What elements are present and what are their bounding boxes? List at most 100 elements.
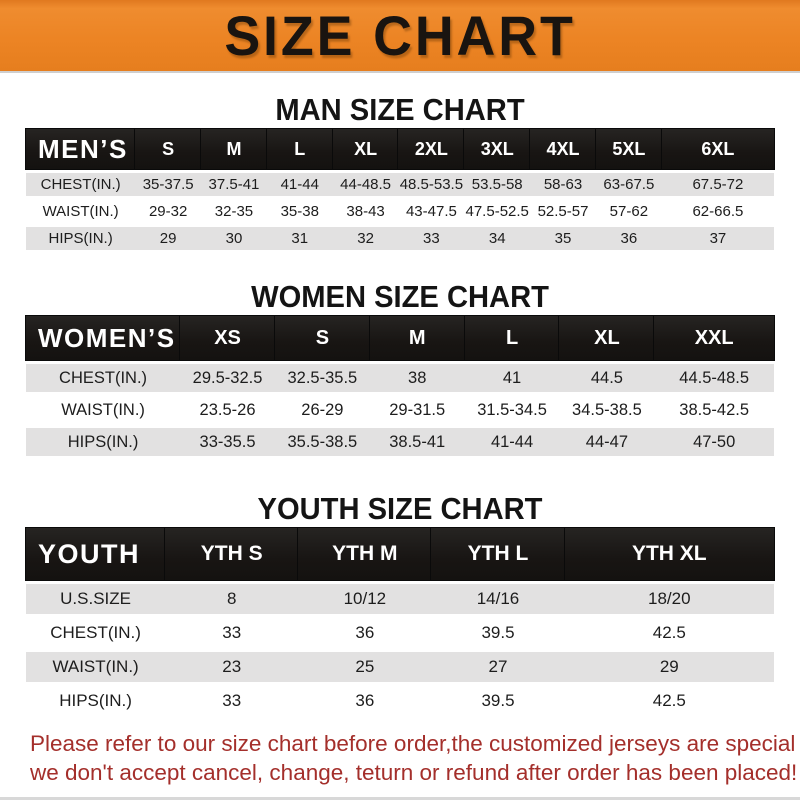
measurement-row: CHEST(IN.) 29.5-32.5 32.5-35.5 38 41 44.5 44.5… (26, 364, 774, 392)
size-value-cell: 57-62 (595, 200, 662, 223)
size-value-cell: 44.5-48.5 (654, 364, 774, 392)
size-value-cell: 23.5-26 (180, 396, 275, 424)
measurement-row-label: CHEST(IN.) (26, 364, 181, 392)
size-value-cell: 32-35 (201, 200, 267, 223)
size-value-cell: 37 (661, 227, 774, 250)
size-value-cell: 43-47.5 (398, 200, 465, 223)
size-value-cell: 32 (332, 227, 399, 250)
size-value-cell: 10/12 (298, 584, 432, 614)
size-value-cell: 44-47 (559, 428, 655, 456)
size-value-cell: 62-66.5 (661, 200, 774, 223)
size-value-cell: 44-48.5 (332, 173, 399, 196)
size-value-cell: 36 (298, 686, 432, 716)
size-column-header: 5XL (595, 129, 662, 169)
table-corner-label: YOUTH (26, 528, 166, 580)
size-value-cell: 38.5-41 (369, 428, 465, 456)
size-column-header: 6XL (661, 129, 774, 169)
women-size-table: WOMEN’S XS S M L XL XXL CHEST(IN.) 29.5-32.5 32.5… (26, 312, 774, 460)
size-chart-banner: SIZE CHART (0, 0, 800, 73)
size-value-cell: 25 (298, 652, 432, 682)
size-value-cell: 34 (464, 227, 531, 250)
size-value-cell: 35.5-38.5 (274, 428, 370, 456)
size-value-cell: 8 (165, 584, 299, 614)
size-value-cell: 38.5-42.5 (654, 396, 774, 424)
women-size-chart-section: WOMEN SIZE CHART WOMEN’S XS S M L XL XXL CHEST(… (0, 281, 800, 460)
measurement-row-label: WAIST(IN.) (26, 652, 166, 682)
measurement-row: U.S.SIZE 8 10/12 14/16 18/20 (26, 584, 774, 614)
size-value-cell: 31 (266, 227, 333, 250)
size-column-header: XL (332, 129, 399, 169)
size-value-cell: 14/16 (431, 584, 565, 614)
men-size-table: MEN’S S M L XL 2XL 3XL 4XL 5XL 6XL CHEST(IN.) 35-37… (26, 125, 774, 254)
size-value-cell: 67.5-72 (661, 173, 774, 196)
size-value-cell: 33 (165, 618, 299, 648)
size-value-cell: 53.5-58 (464, 173, 531, 196)
size-value-cell: 33 (398, 227, 465, 250)
measurement-row: WAIST(IN.) 23.5-26 26-29 29-31.5 31.5-34.5 34… (26, 396, 774, 424)
size-column-header: S (135, 129, 202, 169)
measurement-row: HIPS(IN.) 33-35.5 35.5-38.5 38.5-41 41-44 44-… (26, 428, 774, 456)
size-value-cell: 44.5 (559, 364, 655, 392)
size-column-header: 3XL (464, 129, 531, 169)
size-value-cell: 33-35.5 (180, 428, 275, 456)
measurement-row-label: WAIST(IN.) (26, 200, 136, 223)
page-title: SIZE CHART (224, 3, 576, 67)
size-column-header: S (274, 316, 370, 360)
measurement-row: WAIST(IN.) 23 25 27 29 (26, 652, 774, 682)
size-value-cell: 35 (530, 227, 596, 250)
order-policy-note: Please refer to our size chart before or… (30, 729, 800, 787)
size-column-header: YTH L (431, 528, 565, 580)
size-column-header: 4XL (530, 129, 596, 169)
size-value-cell: 63-67.5 (595, 173, 662, 196)
measurement-row-label: HIPS(IN.) (26, 428, 181, 456)
measurement-row: HIPS(IN.) 33 36 39.5 42.5 (26, 686, 774, 716)
size-value-cell: 29-31.5 (369, 396, 465, 424)
size-column-header: YTH M (298, 528, 432, 580)
size-value-cell: 35-38 (266, 200, 333, 223)
measurement-row-label: U.S.SIZE (26, 584, 166, 614)
size-value-cell: 48.5-53.5 (398, 173, 465, 196)
size-value-cell: 38 (369, 364, 465, 392)
table-corner-label: MEN’S (26, 129, 136, 169)
youth-size-table: YOUTH YTH S YTH M YTH L YTH XL U.S.SIZE 8 10/12… (26, 524, 774, 720)
youth-section-title: YOUTH SIZE CHART (257, 491, 543, 526)
measurement-row-label: WAIST(IN.) (26, 396, 181, 424)
size-value-cell: 42.5 (564, 618, 774, 648)
measurement-row-label: CHEST(IN.) (26, 618, 166, 648)
size-header-row: WOMEN’S XS S M L XL XXL (26, 316, 774, 360)
size-value-cell: 39.5 (431, 618, 565, 648)
measurement-row-label: CHEST(IN.) (26, 173, 136, 196)
size-value-cell: 29 (135, 227, 202, 250)
size-value-cell: 35-37.5 (135, 173, 202, 196)
size-column-header: XS (180, 316, 275, 360)
size-value-cell: 47-50 (654, 428, 774, 456)
size-value-cell: 30 (201, 227, 267, 250)
size-value-cell: 27 (431, 652, 565, 682)
man-size-chart-section: MAN SIZE CHART MEN’S S M L XL 2XL 3XL 4XL 5XL 6XL… (0, 94, 800, 254)
size-value-cell: 23 (165, 652, 299, 682)
size-column-header: M (201, 129, 267, 169)
size-column-header: YTH XL (564, 528, 774, 580)
table-corner-label: WOMEN’S (26, 316, 181, 360)
size-value-cell: 52.5-57 (530, 200, 596, 223)
women-section-title: WOMEN SIZE CHART (251, 279, 549, 314)
size-column-header: XL (559, 316, 655, 360)
size-value-cell: 42.5 (564, 686, 774, 716)
size-value-cell: 39.5 (431, 686, 565, 716)
size-value-cell: 18/20 (564, 584, 774, 614)
measurement-row: CHEST(IN.) 35-37.5 37.5-41 41-44 44-48.5 48.5… (26, 173, 774, 196)
size-value-cell: 29.5-32.5 (180, 364, 275, 392)
measurement-row-label: HIPS(IN.) (26, 227, 136, 250)
size-column-header: XXL (654, 316, 774, 360)
size-value-cell: 41 (464, 364, 560, 392)
size-value-cell: 41-44 (266, 173, 333, 196)
size-column-header: YTH S (165, 528, 299, 580)
measurement-row-label: HIPS(IN.) (26, 686, 166, 716)
size-value-cell: 26-29 (274, 396, 370, 424)
size-value-cell: 31.5-34.5 (464, 396, 560, 424)
size-value-cell: 32.5-35.5 (274, 364, 370, 392)
size-value-cell: 36 (595, 227, 662, 250)
size-column-header: L (266, 129, 333, 169)
man-section-title: MAN SIZE CHART (275, 92, 525, 127)
